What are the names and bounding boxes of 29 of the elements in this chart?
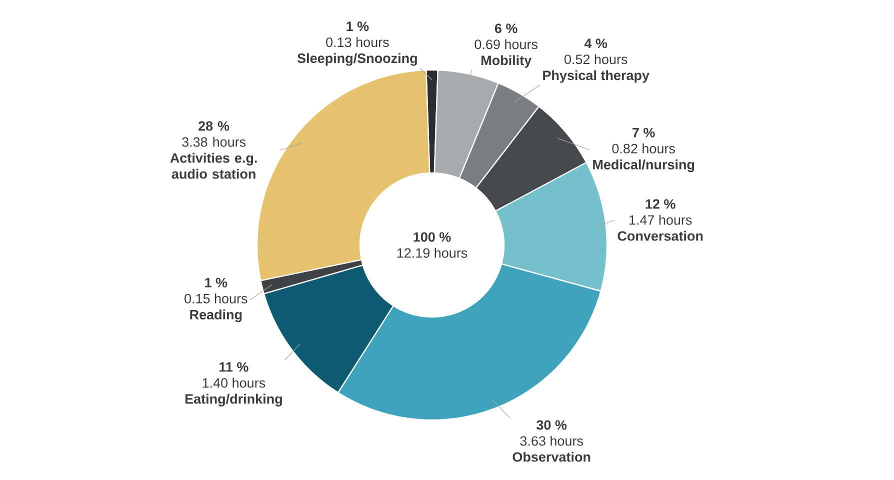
slice-label: Observation: [512, 452, 590, 462]
slice-label: Mobility: [482, 55, 532, 68]
data-label: 1.40 hours: [202, 378, 266, 388]
slice-label: Physical therapy: [543, 70, 650, 83]
text: 7 %: [632, 128, 655, 138]
slice-label: Reading: [190, 309, 242, 322]
text: 1 %: [346, 22, 369, 32]
data-label: 0.13 hours: [326, 37, 389, 48]
text: 28 %: [198, 121, 230, 131]
slice-label: Medical/nursing: [593, 159, 694, 172]
data-label: 3.63 hours: [520, 436, 583, 446]
text: 1 %: [205, 278, 228, 288]
text: 11 %: [220, 362, 248, 372]
text: 4 %: [584, 38, 608, 48]
data-label: 0.15 hours: [184, 293, 248, 304]
slice-label: Activities e.g. audio station: [170, 152, 257, 179]
data-label: 3.38 hours: [182, 136, 246, 147]
slice-label: Eating/drinking: [185, 394, 282, 406]
slice-label: Sleeping/Snoozing: [297, 53, 417, 66]
text: 12 %: [646, 199, 676, 209]
text: 30 %: [536, 420, 567, 430]
data-label: 1.47 hours: [629, 214, 692, 225]
text: 6 %: [494, 24, 518, 34]
data-label: 0.52 hours: [564, 54, 628, 64]
slice-label: Conversation: [618, 230, 703, 241]
text: 100 %: [414, 232, 451, 242]
data-label: 0.82 hours: [612, 143, 675, 154]
text: 12.19 hours: [397, 248, 468, 258]
data-label: 0.69 hours: [474, 39, 538, 50]
